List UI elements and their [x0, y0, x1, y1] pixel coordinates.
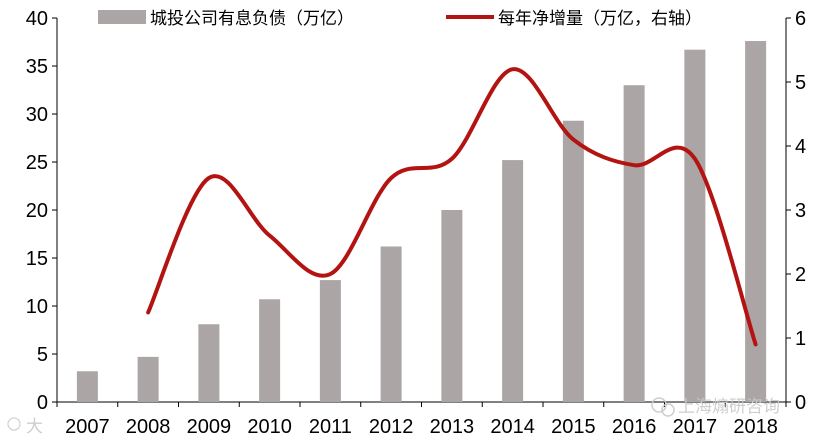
watermark: 上海煽研咨询 大 — [7, 397, 780, 437]
line-series — [146, 67, 758, 347]
x-axis-tick-label: 2013 — [430, 416, 475, 438]
right-axis-tick-label: 2 — [795, 264, 806, 286]
bar — [76, 371, 98, 402]
x-axis-tick-label: 2015 — [551, 416, 596, 438]
right-axis-tick-label: 5 — [795, 72, 806, 94]
x-axis-tick-label: 2010 — [247, 416, 292, 438]
right-axis-tick-labels: 0 1 2 3 4 5 6 — [795, 8, 806, 414]
left-axis-tick-label: 0 — [37, 392, 48, 414]
bar — [198, 324, 220, 402]
watermark-text: 上海煽研咨询 — [678, 397, 780, 417]
bar — [319, 280, 341, 402]
x-axis-tick-label: 2018 — [733, 416, 778, 438]
bar — [623, 85, 645, 402]
bar — [562, 120, 584, 402]
bar — [745, 41, 767, 402]
x-axis-tick-label: 2008 — [126, 416, 171, 438]
right-axis-tick-label: 1 — [795, 328, 806, 350]
left-axis-tick-label: 40 — [26, 8, 48, 30]
left-axis-tick-label: 35 — [26, 56, 48, 78]
left-axis-tick-label: 10 — [26, 296, 48, 318]
axes — [52, 17, 791, 407]
left-axis-tick-label: 30 — [26, 104, 48, 126]
x-axis-tick-label: 2011 — [309, 416, 352, 438]
bar — [441, 210, 463, 402]
left-axis-tick-label: 20 — [26, 200, 48, 222]
x-axis-tick-label: 2014 — [490, 416, 535, 438]
legend-bar-swatch — [98, 10, 146, 24]
watermark-left-text: 大 — [26, 417, 43, 437]
legend-line-label: 每年净增量（万亿，右轴） — [498, 9, 702, 29]
bar — [380, 246, 402, 402]
bar — [259, 299, 281, 402]
left-axis-tick-label: 15 — [26, 248, 48, 270]
x-axis-tick-label: 2007 — [65, 416, 110, 438]
right-axis-tick-label: 0 — [795, 392, 806, 414]
right-axis-tick-label: 6 — [795, 8, 806, 30]
net-increase-line — [146, 67, 758, 347]
x-axis-tick-labels: 2007 2008 2009 2010 2011 2012 2013 2014 2015 2016… — [65, 416, 778, 438]
bar — [502, 160, 524, 402]
wechat-icon — [651, 397, 675, 417]
left-axis-tick-labels: 0 5 10 15 20 25 30 35 40 — [26, 8, 48, 414]
bar — [137, 356, 159, 402]
x-axis-tick-label: 2009 — [187, 416, 232, 438]
x-axis-tick-label: 2012 — [369, 416, 414, 438]
right-axis-tick-label: 4 — [795, 136, 806, 158]
bar — [684, 49, 706, 403]
legend: 城投公司有息负债（万亿） 每年净增量（万亿，右轴） — [98, 9, 702, 29]
right-axis-tick-label: 3 — [795, 200, 806, 222]
legend-bar-label: 城投公司有息负债（万亿） — [150, 9, 354, 29]
left-axis-tick-label: 25 — [26, 152, 48, 174]
x-axis-tick-label: 2016 — [612, 416, 657, 438]
left-axis-tick-label: 5 — [37, 344, 48, 366]
watermark-logo-icon — [7, 417, 21, 431]
x-axis-tick-label: 2017 — [673, 416, 718, 438]
bar-series — [76, 41, 767, 403]
